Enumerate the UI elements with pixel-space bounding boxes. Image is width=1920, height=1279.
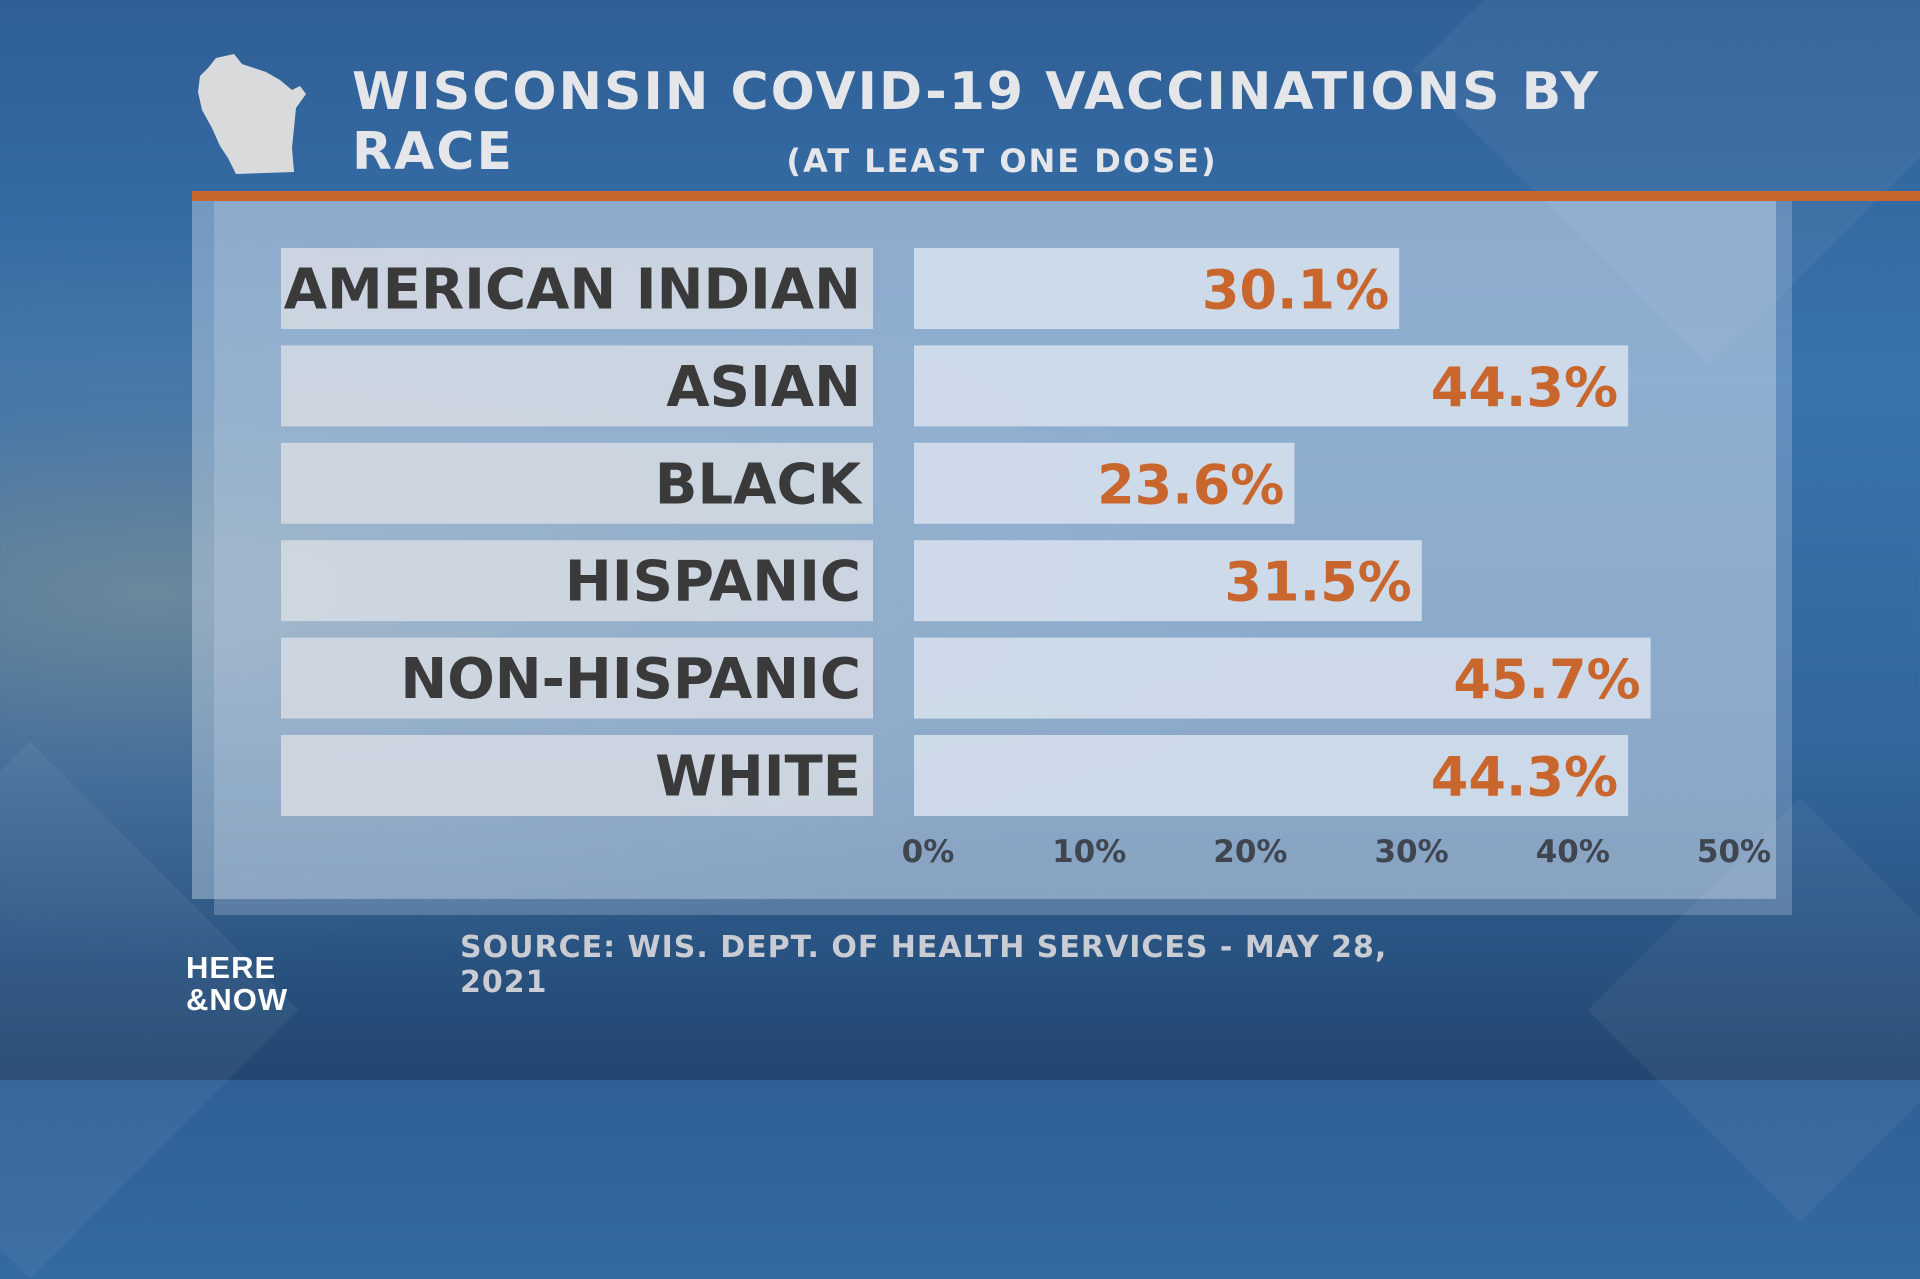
data-label: 44.3%	[1431, 746, 1618, 809]
x-tick-label: 20%	[1213, 834, 1287, 870]
category-label-box	[281, 345, 873, 427]
x-tick-label: 40%	[1536, 834, 1610, 870]
category-label-box	[281, 442, 873, 524]
data-label: 31.5%	[1224, 551, 1411, 614]
x-tick-label: 50%	[1697, 834, 1771, 870]
data-label: 45.7%	[1453, 648, 1640, 711]
source-note: SOURCE: WIS. DEPT. OF HEALTH SERVICES - …	[460, 930, 1388, 1000]
data-label: 44.3%	[1431, 356, 1618, 419]
category-label: AMERICAN INDIAN	[284, 258, 861, 323]
x-tick-label: 10%	[1052, 834, 1126, 870]
chart-subtitle: (AT LEAST ONE DOSE)	[786, 142, 1218, 180]
category-label: ASIAN	[666, 355, 861, 420]
category-label-box	[281, 248, 873, 329]
bar	[914, 248, 1400, 329]
logo-line-2: &NOW	[186, 982, 289, 1017]
category-label: NON-HISPANIC	[400, 647, 861, 712]
x-tick-label: 30%	[1374, 834, 1448, 870]
bar	[914, 637, 1651, 719]
category-label-box	[281, 637, 873, 719]
x-tick-label: 0%	[902, 834, 955, 870]
category-label-box	[281, 540, 873, 622]
data-label: 23.6%	[1097, 453, 1284, 516]
title-divider	[192, 191, 1920, 201]
category-label: HISPANIC	[565, 550, 861, 615]
here-and-now-logo: HERE &NOW	[186, 952, 288, 1016]
bar	[914, 540, 1422, 622]
logo-line-1: HERE	[186, 950, 277, 985]
bar	[914, 345, 1629, 427]
data-label: 30.1%	[1202, 259, 1389, 322]
bar	[914, 735, 1629, 816]
category-label-box	[281, 735, 873, 816]
category-label: WHITE	[655, 745, 861, 810]
bar	[914, 442, 1295, 524]
chart-title: WISCONSIN COVID-19 VACCINATIONS BY RACE	[352, 62, 1601, 182]
wisconsin-state-icon	[198, 54, 306, 174]
bar-chart: AMERICAN INDIAN 30.1% ASIAN 44.3% BLACK 23.6%…	[281, 248, 1771, 870]
category-label: BLACK	[655, 452, 864, 517]
